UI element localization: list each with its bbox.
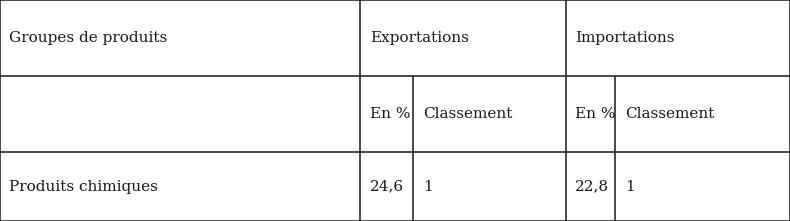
Text: 22,8: 22,8 xyxy=(575,180,609,194)
Text: 1: 1 xyxy=(423,180,432,194)
Text: 24,6: 24,6 xyxy=(370,180,404,194)
Text: Groupes de produits: Groupes de produits xyxy=(9,31,167,45)
Text: Produits chimiques: Produits chimiques xyxy=(9,180,158,194)
Text: En %: En % xyxy=(575,107,615,121)
Text: Classement: Classement xyxy=(625,107,714,121)
Text: Importations: Importations xyxy=(575,31,675,45)
Text: En %: En % xyxy=(370,107,410,121)
Text: Exportations: Exportations xyxy=(370,31,468,45)
Text: 1: 1 xyxy=(625,180,634,194)
Text: Classement: Classement xyxy=(423,107,512,121)
